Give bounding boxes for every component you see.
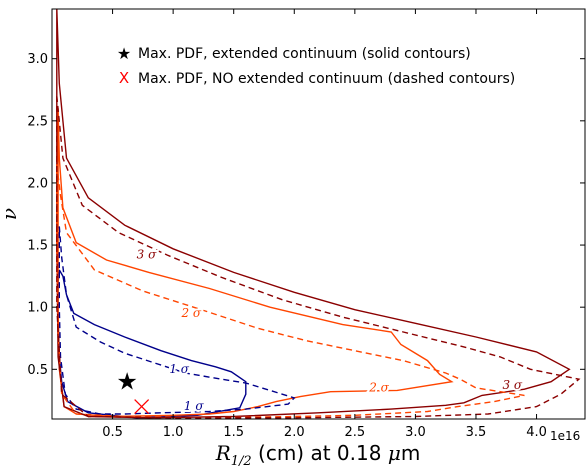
x-tick-label: 0.5 xyxy=(102,425,123,440)
legend-marker-x: X xyxy=(119,69,129,87)
contour-dashed-2sigma xyxy=(56,164,525,419)
contour-label: 2 σ xyxy=(368,380,389,394)
x-tick-label: 1.0 xyxy=(163,425,184,440)
x-tick-label: 1.5 xyxy=(223,425,244,440)
y-tick-label: 1.0 xyxy=(27,301,48,316)
y-axis-label: ν xyxy=(0,208,21,220)
legend: ★ Max. PDF, extended continuum (solid co… xyxy=(117,44,515,87)
x-axis-label-unit: m xyxy=(401,441,420,465)
y-axis: 0.5 1.0 1.5 2.0 2.5 3.0 xyxy=(27,52,585,378)
x-tick-label: 3.5 xyxy=(466,425,487,440)
y-tick-label: 0.5 xyxy=(27,363,48,378)
contour-solid-2sigma xyxy=(57,108,454,418)
x-tick-label: 2.0 xyxy=(284,425,305,440)
contour-label: 3 σ xyxy=(502,378,522,392)
contour-label-group: 1 σ 1 σ 2 σ 2 σ 3 σ 3 σ xyxy=(135,246,525,416)
x-axis: 0.5 1.0 1.5 2.0 2.5 3.0 3.5 4.0 xyxy=(102,9,547,440)
contour-label: 2 σ xyxy=(180,306,201,320)
y-tick-label: 1.5 xyxy=(27,239,48,254)
y-tick-label: 2.5 xyxy=(27,114,48,129)
contour-label: 1 σ xyxy=(169,362,189,376)
x-axis-label-text: (cm) at 0.18 xyxy=(252,441,388,465)
x-tick-label: 2.5 xyxy=(344,425,365,440)
x-tick-label: 3.0 xyxy=(405,425,426,440)
x-offset-text: 1e16 xyxy=(550,429,580,443)
legend-label-x: Max. PDF, NO extended continuum (dashed … xyxy=(138,71,515,87)
legend-label-star: Max. PDF, extended continuum (solid cont… xyxy=(138,46,471,62)
legend-marker-star: ★ xyxy=(117,44,131,63)
y-tick-label: 3.0 xyxy=(27,52,48,67)
marker-extended-continuum: ★ xyxy=(116,368,138,396)
x-axis-label: R1/2 (cm) at 0.18 μm xyxy=(215,441,421,466)
contour-lines xyxy=(56,9,581,419)
marker-no-extended-continuum xyxy=(134,399,150,415)
y-tick-label: 2.0 xyxy=(27,176,48,191)
x-tick-label: 4.0 xyxy=(526,425,547,440)
x-axis-label-mu: μ xyxy=(388,441,401,465)
contour-label: 1 σ xyxy=(184,399,204,413)
contour-dashed-3sigma xyxy=(56,95,581,419)
contour-solid-1sigma xyxy=(57,269,247,419)
contour-dashed-1sigma xyxy=(58,226,296,415)
plot-frame xyxy=(51,8,586,420)
contour-label: 3 σ xyxy=(137,248,157,262)
x-axis-label-subscript: 1/2 xyxy=(231,454,252,466)
marker-x-stroke xyxy=(134,399,150,415)
marker-group: ★ xyxy=(116,368,150,415)
x-axis-label-symbol: R xyxy=(215,441,231,465)
